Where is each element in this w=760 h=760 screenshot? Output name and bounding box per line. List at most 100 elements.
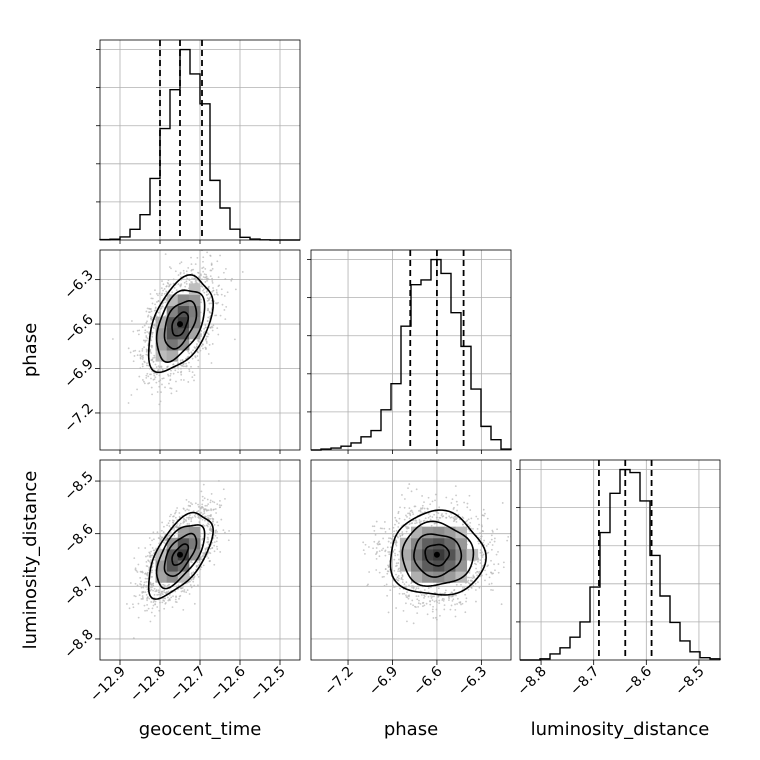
- sample-point: [153, 354, 156, 357]
- sample-point: [126, 603, 128, 605]
- sample-point: [152, 538, 155, 541]
- sample-point: [403, 583, 406, 586]
- sample-point: [203, 273, 206, 276]
- sample-point: [148, 597, 151, 600]
- contour-level-3: [389, 509, 487, 596]
- sample-point: [151, 333, 153, 336]
- sample-point: [190, 263, 193, 266]
- sample-point: [455, 500, 458, 503]
- sample-point: [161, 369, 164, 372]
- sample-point: [160, 536, 163, 539]
- sample-point: [477, 581, 479, 584]
- sample-point: [203, 512, 206, 515]
- sample-point: [166, 535, 169, 538]
- density-cell: [411, 548, 423, 561]
- sample-point: [152, 562, 155, 564]
- sample-point: [151, 316, 153, 319]
- sample-point: [139, 356, 142, 359]
- sample-point: [362, 549, 365, 552]
- sample-point: [417, 587, 420, 590]
- sample-point: [144, 572, 147, 575]
- sample-point: [214, 530, 217, 532]
- sample-point: [174, 590, 177, 593]
- sample-point: [209, 547, 212, 550]
- density-cell: [188, 548, 201, 561]
- sample-point: [223, 295, 226, 297]
- sample-point: [225, 305, 228, 308]
- sample-point: [208, 343, 211, 346]
- sample-point: [169, 387, 172, 390]
- sample-point: [137, 563, 140, 566]
- sample-point: [142, 591, 145, 594]
- sample-point: [147, 364, 150, 367]
- sample-point: [405, 594, 407, 597]
- sample-point: [151, 302, 154, 305]
- sample-point: [418, 519, 421, 521]
- sample-point: [202, 266, 205, 269]
- sample-point: [438, 602, 441, 604]
- sample-point: [429, 515, 432, 518]
- sample-point: [431, 516, 434, 518]
- sample-point: [444, 591, 447, 594]
- sample-point: [201, 503, 204, 506]
- sample-point: [425, 602, 428, 605]
- sample-point: [212, 324, 215, 327]
- sample-point: [448, 595, 451, 598]
- sample-point: [203, 524, 206, 527]
- sample-point: [408, 523, 411, 525]
- sample-point: [191, 503, 194, 506]
- sample-point: [382, 537, 385, 540]
- sample-point: [395, 519, 398, 522]
- sample-point: [421, 504, 424, 507]
- sample-point: [213, 550, 216, 553]
- histogram-panel-phase-frame: [310, 249, 512, 451]
- sample-point: [472, 574, 475, 577]
- sample-point: [153, 599, 156, 602]
- sample-point: [485, 545, 488, 547]
- sample-point: [205, 340, 208, 343]
- x-tick-label: −8.7: [567, 664, 602, 699]
- sample-point: [215, 540, 218, 543]
- sample-point: [202, 289, 204, 292]
- sample-point: [426, 613, 429, 616]
- sample-point: [155, 381, 158, 384]
- sample-point: [208, 310, 211, 313]
- sample-point: [224, 497, 226, 500]
- sample-point: [171, 519, 174, 522]
- sample-point: [145, 339, 148, 342]
- sample-point: [494, 569, 496, 572]
- sample-point: [228, 530, 230, 532]
- sample-point: [214, 508, 217, 510]
- sample-point: [132, 637, 135, 640]
- sample-point: [158, 591, 161, 594]
- sample-point: [420, 594, 423, 596]
- sample-point: [514, 588, 516, 590]
- sample-point: [162, 377, 165, 380]
- x-tick-label: −8.6: [620, 663, 655, 698]
- sample-point: [397, 512, 400, 515]
- sample-point: [193, 602, 196, 605]
- sample-point: [185, 362, 187, 365]
- sample-point: [438, 599, 441, 602]
- sample-point: [395, 578, 398, 581]
- sample-point: [487, 543, 490, 546]
- sample-point: [197, 510, 200, 512]
- sample-point: [138, 329, 141, 332]
- sample-point: [423, 589, 426, 591]
- density-cell: [455, 537, 468, 550]
- sample-point: [142, 356, 144, 359]
- x-axis-title-geocent_time: geocent_time: [139, 719, 262, 740]
- sample-point: [207, 503, 210, 505]
- sample-point: [486, 517, 489, 520]
- sample-point: [445, 512, 448, 515]
- sample-point: [161, 280, 163, 282]
- sample-point: [512, 518, 514, 520]
- sample-point: [406, 591, 408, 594]
- sample-point: [403, 506, 406, 509]
- sample-point: [152, 326, 155, 329]
- sample-point: [207, 333, 210, 336]
- sample-point: [210, 262, 213, 265]
- sample-point: [166, 366, 169, 368]
- sample-point: [202, 276, 205, 278]
- density-cell: [177, 526, 190, 539]
